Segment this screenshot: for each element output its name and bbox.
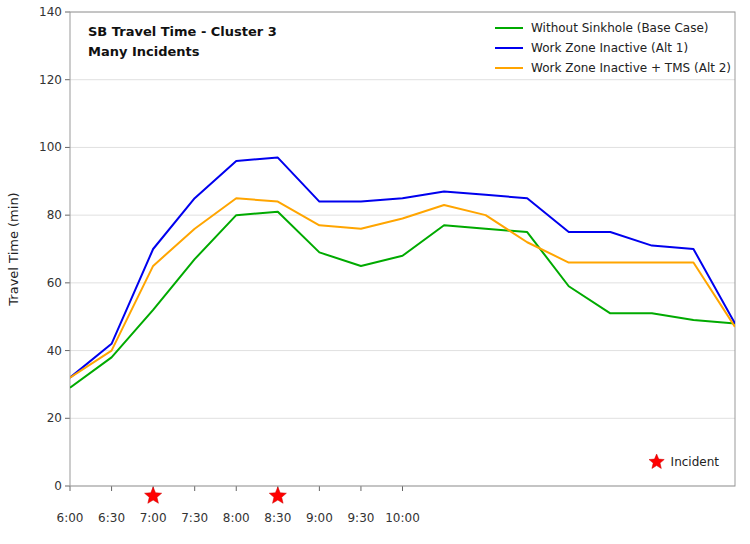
x-tick-label: 9:30 (347, 511, 374, 525)
y-tick (65, 215, 70, 216)
legend-label: Work Zone Inactive (Alt 1) (531, 41, 688, 55)
incident-legend: Incident (649, 454, 719, 469)
y-tick-label: 140 (39, 5, 62, 19)
y-tick (65, 282, 70, 283)
grid-line (70, 147, 735, 148)
y-tick (65, 12, 70, 13)
grid-line (70, 418, 735, 419)
y-tick (65, 350, 70, 351)
lines (70, 158, 735, 388)
y-tick-label: 120 (39, 73, 62, 87)
x-tick-label: 8:30 (264, 511, 291, 525)
y-tick (65, 418, 70, 419)
x-tick-label: 6:00 (57, 511, 84, 525)
y-axis: 0 20 40 60 80 100 120 140 (39, 5, 735, 493)
plot-frame (70, 12, 735, 486)
x-tick (70, 486, 71, 491)
y-tick-label: 20 (47, 411, 62, 425)
series-line (70, 158, 735, 378)
legend-label: Without Sinkhole (Base Case) (531, 21, 708, 35)
grid-line (70, 282, 735, 283)
x-tick-label: 7:30 (181, 511, 208, 525)
x-axis: 6:00 6:30 7:00 7:30 8:00 8:30 9:00 9:30 10:00 (57, 486, 420, 525)
y-tick-label: 40 (47, 344, 62, 358)
y-axis-label: Travel Time (min) (6, 192, 21, 306)
y-tick (65, 147, 70, 148)
incidents (145, 487, 287, 503)
y-tick-label: 0 (54, 479, 62, 493)
x-tick (194, 486, 195, 491)
y-tick-label: 80 (47, 208, 62, 222)
grid-line (70, 79, 735, 80)
grid-line (70, 215, 735, 216)
legend-swatch (495, 47, 523, 49)
y-tick (65, 79, 70, 80)
x-tick (402, 486, 403, 491)
legend-label: Incident (671, 455, 720, 469)
x-tick-label: 7:00 (140, 511, 167, 525)
chart: 0 20 40 60 80 100 120 140 6:00 6:30 7:00 7:30 8:00 8:… (0, 0, 750, 544)
legend: Without Sinkhole (Base Case) Work Zone In… (495, 21, 731, 75)
x-tick-label: 6:30 (98, 511, 125, 525)
legend-swatch (495, 67, 523, 69)
y-tick-label: 100 (39, 140, 62, 154)
legend-label: Work Zone Inactive + TMS (Alt 2) (531, 61, 731, 75)
y-tick-label: 60 (47, 276, 62, 290)
x-tick (111, 486, 112, 491)
series-line (70, 212, 735, 388)
title: SB Travel Time - Cluster 3 (88, 24, 277, 39)
incident-marker (269, 487, 286, 503)
y-tick (65, 486, 70, 487)
subtitle: Many Incidents (88, 44, 200, 59)
legend-swatch (649, 454, 664, 468)
x-tick (319, 486, 320, 491)
incident-marker (145, 487, 162, 503)
x-tick-label: 9:00 (306, 511, 333, 525)
x-tick-label: 10:00 (385, 511, 420, 525)
x-tick-label: 8:00 (223, 511, 250, 525)
legend-swatch (495, 27, 523, 29)
x-tick (236, 486, 237, 491)
grid-line (70, 350, 735, 351)
x-tick (360, 486, 361, 491)
series-line (70, 198, 735, 377)
